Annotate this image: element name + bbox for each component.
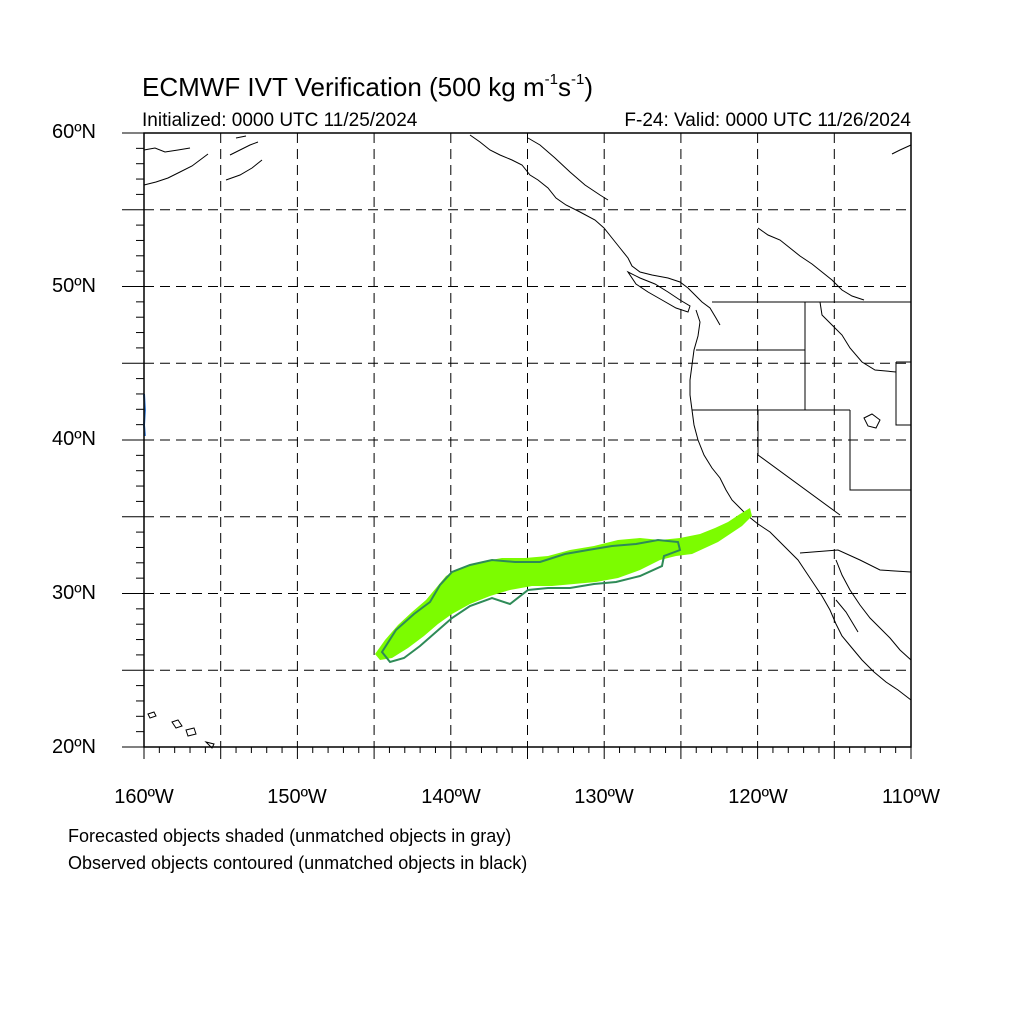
axis-ticks xyxy=(122,132,912,759)
map-title: ECMWF IVT Verification (500 kg m-1s-1) xyxy=(142,71,593,102)
northeast-corner-coast xyxy=(891,144,912,155)
canada-interior xyxy=(757,227,865,301)
hawaii-islands xyxy=(147,711,215,749)
state-borders xyxy=(692,301,911,516)
alaska-panhandle-border xyxy=(527,137,609,201)
lat-label-50n: 50ºN xyxy=(52,275,96,297)
lon-label-160w: 160ºW xyxy=(114,786,174,808)
baja-california xyxy=(835,559,912,661)
alaska-coast xyxy=(143,134,721,326)
us-mexico-border xyxy=(799,549,912,573)
vancouver-island xyxy=(626,270,691,313)
initialized-time: Initialized: 0000 UTC 11/25/2024 xyxy=(142,110,418,131)
observed-ivt-contour xyxy=(380,538,682,664)
lon-label-110w: 110ºW xyxy=(881,786,941,808)
lat-label-40n: 40ºN xyxy=(52,428,96,450)
coastlines xyxy=(143,134,912,749)
great-salt-lake xyxy=(863,413,881,429)
lon-label-120w: 120ºW xyxy=(728,786,788,808)
valid-time: F-24: Valid: 0000 UTC 11/26/2024 xyxy=(624,110,911,131)
lon-label-130w: 130ºW xyxy=(574,786,634,808)
observed-note: Observed objects contoured (unmatched ob… xyxy=(68,853,528,873)
map-frame xyxy=(143,132,912,748)
lon-label-150w: 150ºW xyxy=(267,786,327,808)
forecast-ivt-object xyxy=(375,508,752,660)
lat-label-30n: 30ºN xyxy=(52,582,96,604)
forecast-note: Forecasted objects shaded (unmatched obj… xyxy=(68,826,512,846)
lon-label-140w: 140ºW xyxy=(421,786,481,808)
lat-label-60n: 60ºN xyxy=(52,121,96,143)
west-coast xyxy=(689,309,912,701)
lat-lon-gridlines xyxy=(144,133,911,747)
lat-label-20n: 20ºN xyxy=(52,736,96,758)
